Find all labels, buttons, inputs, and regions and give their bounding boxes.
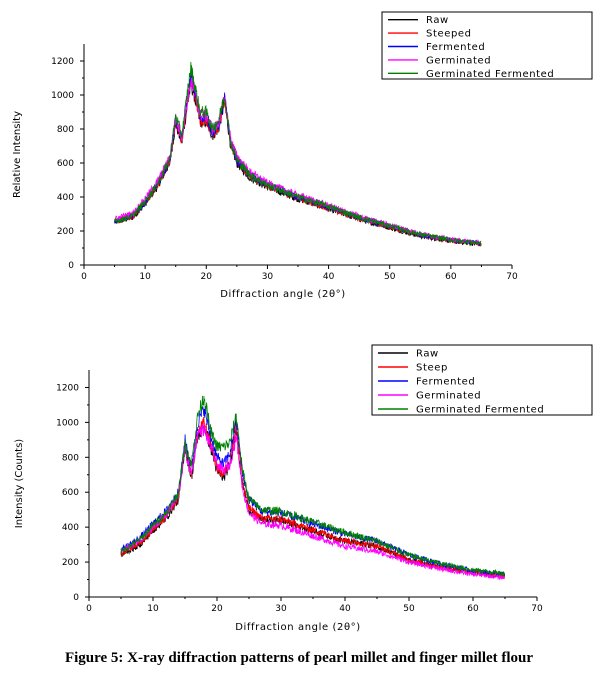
legend-box [381, 11, 593, 80]
y-tick-label: 800 [57, 125, 74, 135]
y-tick-label: 400 [57, 193, 74, 203]
legend-label: Germinated Fermented [416, 405, 544, 416]
legend-label: Raw [416, 349, 439, 360]
xrd-chart-1: 0 10 20 30 40 50 60 70 0 200 400 600 800 1000 1200 Diff… [12, 11, 593, 300]
series-line-3 [120, 406, 505, 577]
x-tick-label: 50 [384, 272, 396, 282]
x-tick-label: 10 [139, 272, 151, 282]
xrd-chart-2: 0 10 20 30 40 50 60 70 0 200 400 600 800 1000 1200 Diff… [14, 344, 593, 633]
y-tick-label: 600 [62, 488, 79, 498]
x-tick-label: 60 [445, 272, 457, 282]
x-axis-title: Diffraction angle (2θ°) [220, 289, 346, 300]
x-tick-label: 40 [339, 604, 351, 614]
y-tick-label: 1200 [51, 57, 74, 67]
legend-label: Steeped [426, 29, 472, 40]
x-tick-label: 60 [467, 604, 479, 614]
figure-caption: Figure 5: X-ray diffraction patterns of … [64, 650, 534, 666]
series-line-1 [120, 422, 505, 579]
y-tick-label: 200 [62, 558, 79, 568]
y-tick-label: 200 [57, 227, 74, 237]
legend-label: Steep [416, 363, 448, 374]
y-tick-label: 0 [68, 261, 74, 271]
y-tick-label: 600 [57, 159, 74, 169]
legend: Raw Steeped Fermented Germinated Germinated … [381, 11, 593, 80]
x-tick-label: 70 [531, 604, 543, 614]
legend: Raw Steep Fermented Germinated Germinated Fe… [371, 344, 593, 416]
x-tick-label: 50 [403, 604, 415, 614]
y-tick-label: 400 [62, 523, 79, 533]
y-axis-title: Intensity (Counts) [14, 439, 25, 529]
x-tick-label: 10 [147, 604, 159, 614]
x-tick-label: 40 [323, 272, 335, 282]
series-line-4 [120, 423, 505, 581]
legend-label: Fermented [426, 42, 485, 53]
legend-label: Germinated Fermented [426, 69, 554, 80]
legend-label: Germinated [426, 55, 491, 66]
y-tick-label: 1200 [56, 383, 79, 393]
y-axis-title: Relative Intensity [12, 111, 23, 198]
x-tick-label: 30 [262, 272, 274, 282]
x-tick-label: 0 [86, 604, 92, 614]
x-tick-label: 20 [201, 272, 213, 282]
x-axis-title: Diffraction angle (2θ°) [235, 622, 361, 633]
legend-label: Germinated [416, 391, 481, 402]
series-line-5 [120, 395, 505, 577]
x-tick-label: 30 [275, 604, 287, 614]
y-tick-label: 800 [62, 453, 79, 463]
y-tick-label: 1000 [56, 418, 79, 428]
x-tick-label: 20 [211, 604, 223, 614]
legend-label: Raw [426, 15, 449, 26]
y-tick-label: 0 [73, 593, 79, 603]
legend-label: Fermented [416, 377, 475, 388]
y-tick-label: 1000 [51, 91, 74, 101]
series-line-5 [114, 61, 482, 246]
x-tick-label: 70 [506, 272, 518, 282]
x-tick-label: 0 [81, 272, 87, 282]
legend-box [371, 344, 593, 416]
